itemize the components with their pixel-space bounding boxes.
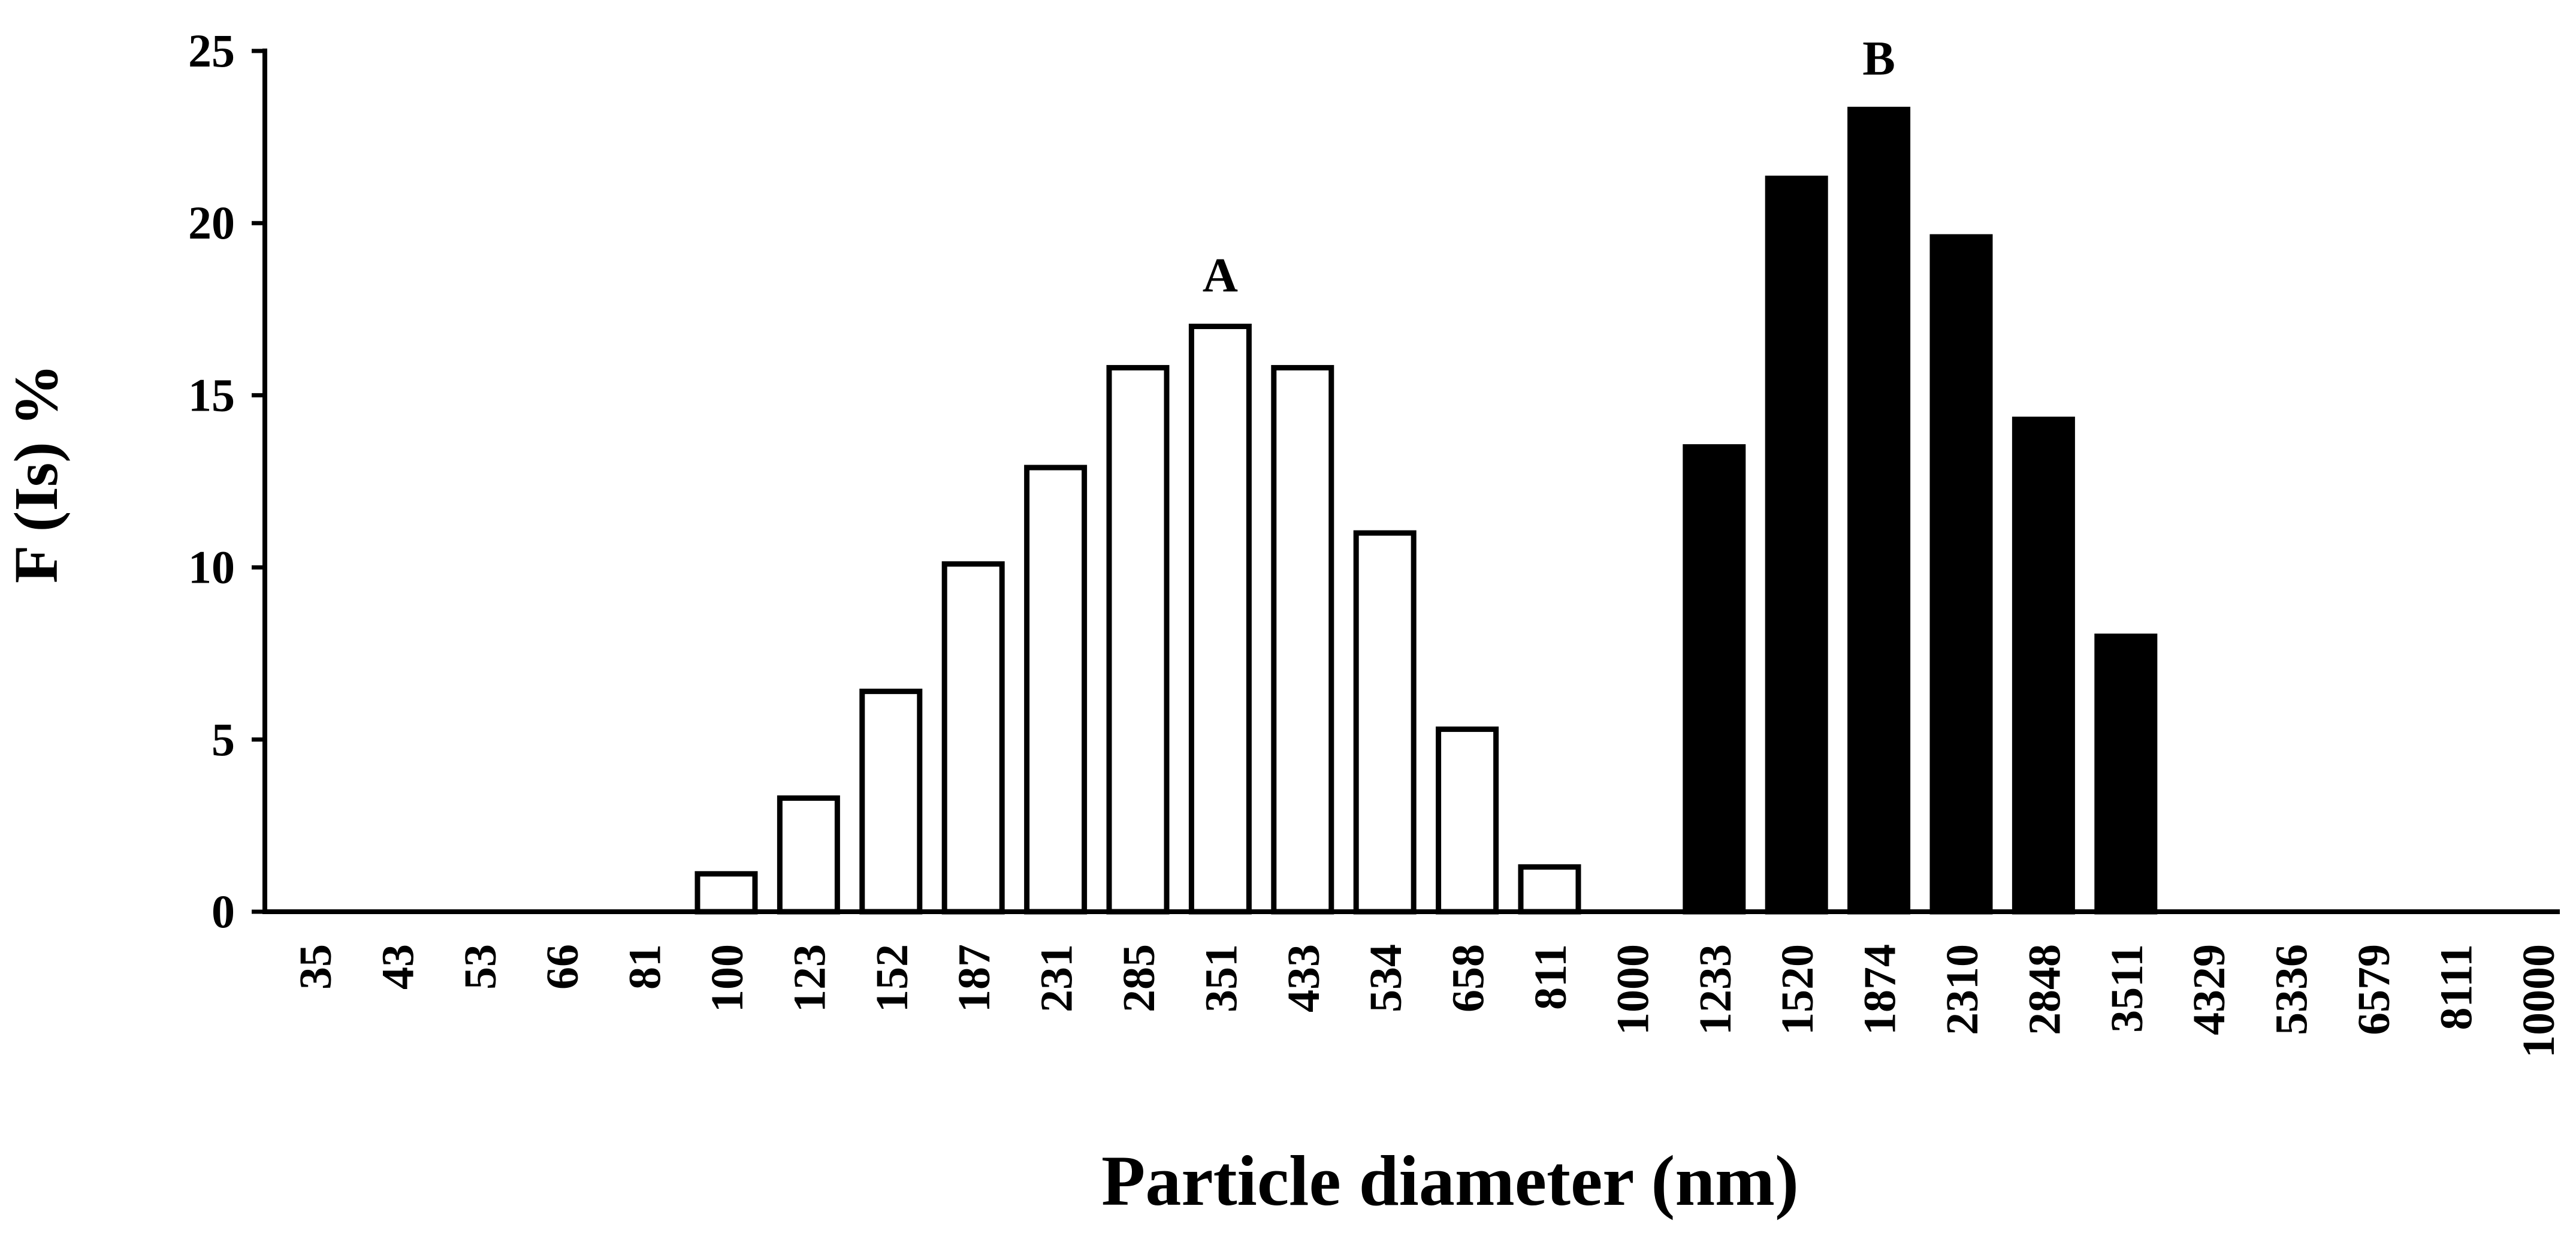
y-tick-label-25: 25 (188, 25, 235, 77)
x-tick-label-3511: 3511 (2102, 944, 2152, 1033)
x-tick-label-10000: 10000 (2514, 944, 2564, 1058)
bar-series1-152 (859, 688, 923, 915)
y-tick-label-10: 10 (188, 541, 235, 593)
bar-series1-100 (694, 871, 758, 915)
x-tick-label-231: 231 (1032, 944, 1082, 1012)
x-tick-label-1233: 1233 (1690, 944, 1741, 1035)
x-tick-label-1520: 1520 (1772, 944, 1823, 1035)
bar-series1-123 (777, 795, 840, 915)
bar-series2-1520 (1765, 176, 1828, 915)
bar-series1-285 (1106, 364, 1170, 915)
bar-series1-658 (1436, 726, 1499, 915)
x-axis-label: Particle diameter (nm) (1101, 1141, 1799, 1220)
y-tick-label-15: 15 (188, 369, 235, 421)
axes-group (262, 49, 2560, 914)
annotations-group: AB (1203, 31, 1895, 303)
x-tick-label-433: 433 (1279, 944, 1329, 1012)
x-tick-label-1874: 1874 (1855, 944, 1905, 1035)
x-tick-label-2848: 2848 (2019, 944, 2070, 1035)
x-tick-label-811: 811 (1526, 944, 1576, 1010)
y-tick-label-0: 0 (212, 885, 235, 937)
x-tick-label-152: 152 (867, 944, 917, 1012)
x-tick-label-285: 285 (1114, 944, 1164, 1012)
x-tick-label-534: 534 (1361, 944, 1411, 1012)
x-tick-label-658: 658 (1443, 944, 1494, 1012)
x-tick-label-5336: 5336 (2267, 944, 2317, 1035)
x-tick-label-187: 187 (949, 944, 999, 1012)
x-tick-label-43: 43 (373, 944, 423, 990)
bar-series1-231 (1024, 465, 1088, 915)
x-tick-label-35: 35 (291, 944, 341, 990)
bar-series2-3511 (2094, 633, 2158, 915)
bar-series1-811 (1518, 864, 1581, 915)
bar-series1-534 (1353, 530, 1417, 915)
x-tick-label-6579: 6579 (2349, 944, 2399, 1035)
x-tick-label-2310: 2310 (1937, 944, 1988, 1035)
x-tick-label-100: 100 (702, 944, 753, 1012)
x-tick-label-1000: 1000 (1608, 944, 1658, 1035)
annotation-A: A (1203, 248, 1238, 303)
y-tick-label-5: 5 (212, 713, 235, 765)
bar-series1-187 (941, 561, 1005, 915)
bars-group (694, 107, 2158, 915)
bar-series2-1874 (1847, 107, 1911, 915)
annotation-B: B (1862, 31, 1895, 86)
bar-series2-2848 (2012, 417, 2075, 915)
x-tick-label-53: 53 (455, 944, 506, 990)
bar-series1-351 (1188, 324, 1252, 915)
bar-series2-2310 (1929, 234, 1993, 915)
bar-series2-1233 (1683, 444, 1746, 915)
bar-series1-433 (1271, 364, 1334, 915)
y-axis-label: F (Is) % (2, 364, 71, 583)
x-tick-label-8111: 8111 (2431, 944, 2481, 1030)
x-tick-label-66: 66 (537, 944, 588, 990)
x-tick-label-4329: 4329 (2184, 944, 2234, 1035)
x-tick-label-351: 351 (1196, 944, 1246, 1012)
y-tick-label-20: 20 (188, 197, 235, 249)
x-tick-label-81: 81 (620, 944, 671, 990)
x-tick-label-123: 123 (784, 944, 835, 1012)
